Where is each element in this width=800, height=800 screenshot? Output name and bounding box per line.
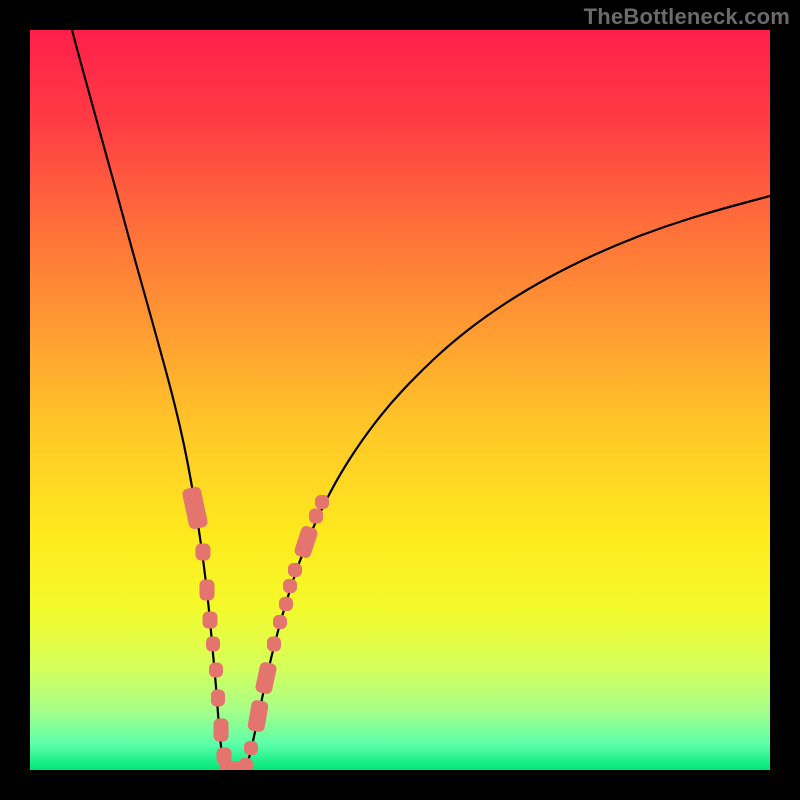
marker-point [207, 637, 220, 651]
marker-point [203, 612, 217, 628]
marker-point [214, 719, 228, 741]
marker-point [280, 598, 293, 611]
marker-point [212, 690, 225, 706]
marker-point [196, 544, 210, 560]
marker-point [268, 637, 281, 651]
marker-point [316, 496, 329, 509]
chart-frame: TheBottleneck.com [0, 0, 800, 800]
marker-point [210, 663, 223, 677]
marker-point [289, 564, 302, 577]
marker-point [310, 509, 323, 523]
marker-point [274, 616, 287, 629]
plot-area [30, 30, 770, 770]
watermark-text: TheBottleneck.com [584, 4, 790, 30]
bottleneck-curve-chart [30, 30, 770, 770]
marker-point [200, 580, 214, 600]
marker-point [284, 580, 297, 593]
marker-point [240, 759, 253, 771]
marker-point [245, 742, 258, 755]
